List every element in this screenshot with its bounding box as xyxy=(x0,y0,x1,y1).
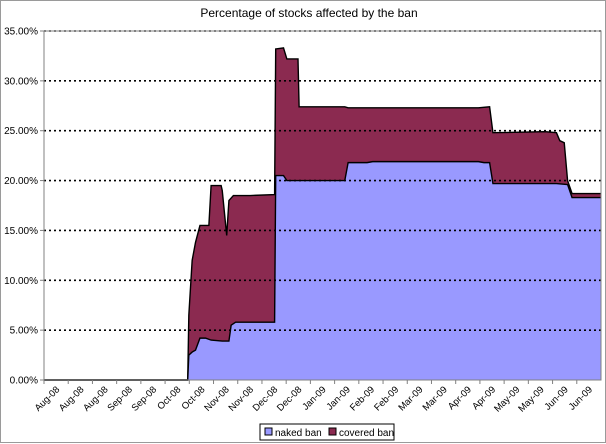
series-area-naked-ban xyxy=(44,161,601,380)
x-tick-label: Jun-09 xyxy=(542,384,570,412)
x-tick-label: Nov-08 xyxy=(227,384,256,413)
x-tick-label: Aug-08 xyxy=(57,384,86,413)
x-tick-label: Mar-09 xyxy=(421,384,450,413)
series-line-covered-ban xyxy=(44,47,601,381)
y-tick-label: 25.00% xyxy=(4,126,38,137)
y-tick-label: 10.00% xyxy=(4,276,38,287)
legend-swatch xyxy=(264,427,273,436)
series-layer xyxy=(44,47,601,381)
x-tick-label: Jun-09 xyxy=(567,384,595,412)
y-tick-label: 30.00% xyxy=(4,76,38,87)
y-tick-label: 5.00% xyxy=(10,326,38,337)
y-tick-label: 0.00% xyxy=(10,376,38,387)
legend-swatch xyxy=(328,427,337,436)
x-tick-label: Jan-09 xyxy=(325,384,353,412)
x-tick-label: May-09 xyxy=(516,384,546,414)
y-tick-label: 15.00% xyxy=(4,226,38,237)
x-tick-labels: Aug-08Aug-08Aug-08Sep-08Sep-08Oct-08Oct-… xyxy=(33,380,595,415)
x-tick-label: Mar-09 xyxy=(396,384,425,413)
plot-border xyxy=(43,30,602,381)
legend-label: naked ban xyxy=(275,428,322,439)
x-tick-label: Apr-09 xyxy=(446,384,474,412)
x-tick-label: Sep-08 xyxy=(130,384,159,413)
x-tick-label: Aug-08 xyxy=(81,384,110,413)
legend-box xyxy=(259,423,395,441)
x-tick-label: Feb-09 xyxy=(372,384,401,413)
x-tick-label: Oct-08 xyxy=(155,384,183,412)
x-tick-label: Dec-08 xyxy=(275,384,304,413)
x-tick-label: May-09 xyxy=(492,384,522,414)
legend-label: covered ban xyxy=(339,428,394,439)
y-tick-label: 20.00% xyxy=(4,176,38,187)
legend: naked ban covered ban xyxy=(259,423,395,441)
x-tick-label: Aug-08 xyxy=(33,384,62,413)
chart-title: Percentage of stocks affected by the ban xyxy=(200,6,417,20)
x-tick-label: Feb-09 xyxy=(348,384,377,413)
axes xyxy=(43,30,602,381)
x-tick-label: Nov-08 xyxy=(202,384,231,413)
series-line-naked-ban xyxy=(44,160,601,381)
x-tick-label: Sep-08 xyxy=(105,384,134,413)
y-tick-label: 35.00% xyxy=(4,27,38,38)
x-tick-label: Dec-08 xyxy=(251,384,280,413)
y-tick-labels: 0.00% 5.00% 10.00% 15.00% 20.00% 25.00% 30.00%… xyxy=(4,27,44,387)
x-tick-label: Jan-09 xyxy=(300,384,328,412)
